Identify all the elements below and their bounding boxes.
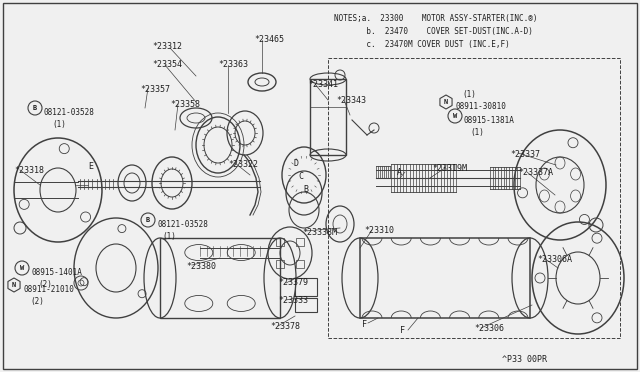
Bar <box>295 298 317 312</box>
Text: N: N <box>444 99 448 105</box>
Text: F: F <box>400 326 405 335</box>
Text: 08121-03528: 08121-03528 <box>44 108 95 117</box>
Text: ^P33 00PR: ^P33 00PR <box>502 355 547 364</box>
Text: *23343: *23343 <box>336 96 366 105</box>
Text: *23379: *23379 <box>278 278 308 287</box>
Text: *23465: *23465 <box>254 35 284 44</box>
Text: 08911-21010: 08911-21010 <box>23 285 74 294</box>
Text: W: W <box>20 265 24 271</box>
Text: *23380: *23380 <box>186 262 216 271</box>
Bar <box>310 79 346 155</box>
Text: 08121-03528: 08121-03528 <box>157 220 208 229</box>
Text: A: A <box>397 168 402 177</box>
Text: B: B <box>146 217 150 223</box>
Text: 08915-1401A: 08915-1401A <box>31 268 82 277</box>
Text: W: W <box>453 113 457 119</box>
Text: *23341: *23341 <box>308 80 338 89</box>
Bar <box>296 260 304 268</box>
Text: *23306A: *23306A <box>537 255 572 264</box>
Bar <box>160 238 280 318</box>
Text: *23333: *23333 <box>278 296 308 305</box>
Text: *23322: *23322 <box>228 160 258 169</box>
Text: *23357: *23357 <box>140 85 170 94</box>
Text: *23378: *23378 <box>270 322 300 331</box>
Bar <box>360 238 530 318</box>
Text: *23338M: *23338M <box>302 228 337 237</box>
Text: *23306: *23306 <box>474 324 504 333</box>
Text: F: F <box>362 320 367 329</box>
Text: (2): (2) <box>30 297 44 306</box>
Text: b.  23470    COVER SET-DUST(INC.A-D): b. 23470 COVER SET-DUST(INC.A-D) <box>334 27 533 36</box>
Text: c.  23470M COVER DUST (INC.E,F): c. 23470M COVER DUST (INC.E,F) <box>334 40 509 49</box>
Text: *23337: *23337 <box>510 150 540 159</box>
Text: *23310: *23310 <box>364 226 394 235</box>
Bar <box>296 238 304 246</box>
Bar <box>295 278 317 296</box>
Text: D: D <box>293 159 298 168</box>
Text: 08911-30810: 08911-30810 <box>455 102 506 111</box>
Text: (1): (1) <box>52 120 66 129</box>
Text: *23319M: *23319M <box>432 164 467 173</box>
Bar <box>276 260 284 268</box>
Text: (1): (1) <box>162 232 176 241</box>
Text: E: E <box>88 162 93 171</box>
Text: (2): (2) <box>38 280 52 289</box>
Text: B: B <box>33 105 37 111</box>
Text: *23354: *23354 <box>152 60 182 69</box>
Text: NOTES;a.  23300    MOTOR ASSY-STARTER(INC.®): NOTES;a. 23300 MOTOR ASSY-STARTER(INC.®) <box>334 14 538 23</box>
Text: *23363: *23363 <box>218 60 248 69</box>
Text: *23312: *23312 <box>152 42 182 51</box>
Text: (1): (1) <box>462 90 476 99</box>
Text: N: N <box>12 282 16 288</box>
Text: 08915-1381A: 08915-1381A <box>464 116 515 125</box>
Text: (1): (1) <box>470 128 484 137</box>
Bar <box>276 238 284 246</box>
Text: *23358: *23358 <box>170 100 200 109</box>
Text: *23337A: *23337A <box>518 168 553 177</box>
Text: C: C <box>298 172 303 181</box>
Text: *23318: *23318 <box>14 166 44 175</box>
Text: B: B <box>303 185 308 194</box>
